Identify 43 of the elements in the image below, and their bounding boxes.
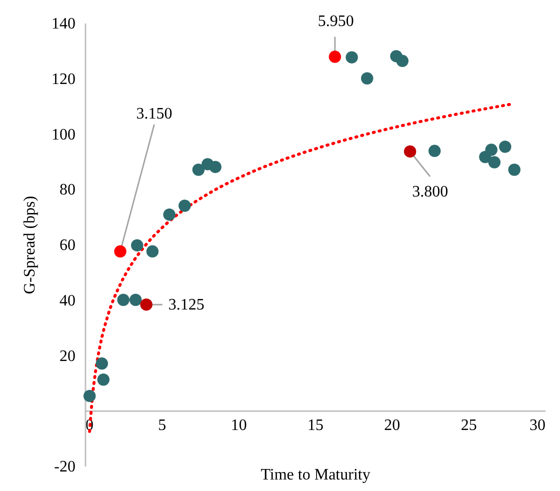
x-tick-label: 20 (384, 417, 400, 434)
point (131, 239, 144, 252)
y-axis-title: G-Spread (bps) (22, 196, 38, 294)
y-tick-label: 100 (52, 126, 76, 144)
point (396, 54, 409, 68)
point (209, 160, 222, 174)
point (485, 144, 498, 156)
y-tick-label: 140 (52, 16, 76, 32)
point (117, 294, 130, 306)
annotation: 3.150 (136, 105, 172, 122)
point (163, 208, 176, 221)
x-tick-label: 15 (308, 417, 324, 434)
point (192, 164, 205, 176)
point (97, 374, 110, 386)
annotation: 5.950 (318, 12, 354, 30)
point (404, 145, 416, 158)
x-tick-label: 10 (230, 417, 247, 434)
point (178, 200, 191, 212)
x-axis-title: Time to Maturity (260, 466, 370, 484)
point (499, 140, 512, 153)
y-tick-label: 40 (60, 292, 76, 310)
annotation: 3.125 (168, 296, 204, 314)
annotation: 3.800 (412, 183, 448, 200)
point (146, 245, 159, 258)
x-tick-label: 25 (460, 417, 477, 434)
point (361, 72, 374, 84)
point (508, 164, 520, 176)
point (129, 294, 142, 306)
point (346, 51, 358, 64)
x-tick-label: 5 (158, 417, 166, 434)
point (83, 390, 96, 402)
point (140, 298, 152, 311)
y-tick-label: 120 (52, 70, 76, 88)
point (328, 50, 342, 63)
y-tick-label: 60 (60, 237, 76, 254)
point (96, 357, 108, 370)
point (114, 245, 126, 258)
y-tick-label: 80 (60, 182, 76, 199)
y-tick-label: 20 (60, 348, 76, 365)
y-tick-label: -20 (54, 458, 76, 476)
point (488, 156, 501, 168)
x-tick-label: 30 (530, 417, 546, 434)
point (428, 144, 441, 158)
